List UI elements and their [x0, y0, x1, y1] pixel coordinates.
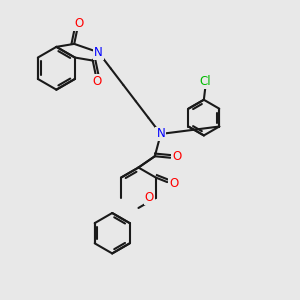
Text: Cl: Cl: [200, 75, 211, 88]
Text: N: N: [156, 128, 165, 140]
Text: O: O: [93, 75, 102, 88]
Text: N: N: [94, 46, 103, 59]
Text: O: O: [172, 150, 182, 163]
Text: O: O: [145, 191, 154, 204]
Text: O: O: [74, 16, 83, 30]
Text: O: O: [169, 177, 178, 190]
